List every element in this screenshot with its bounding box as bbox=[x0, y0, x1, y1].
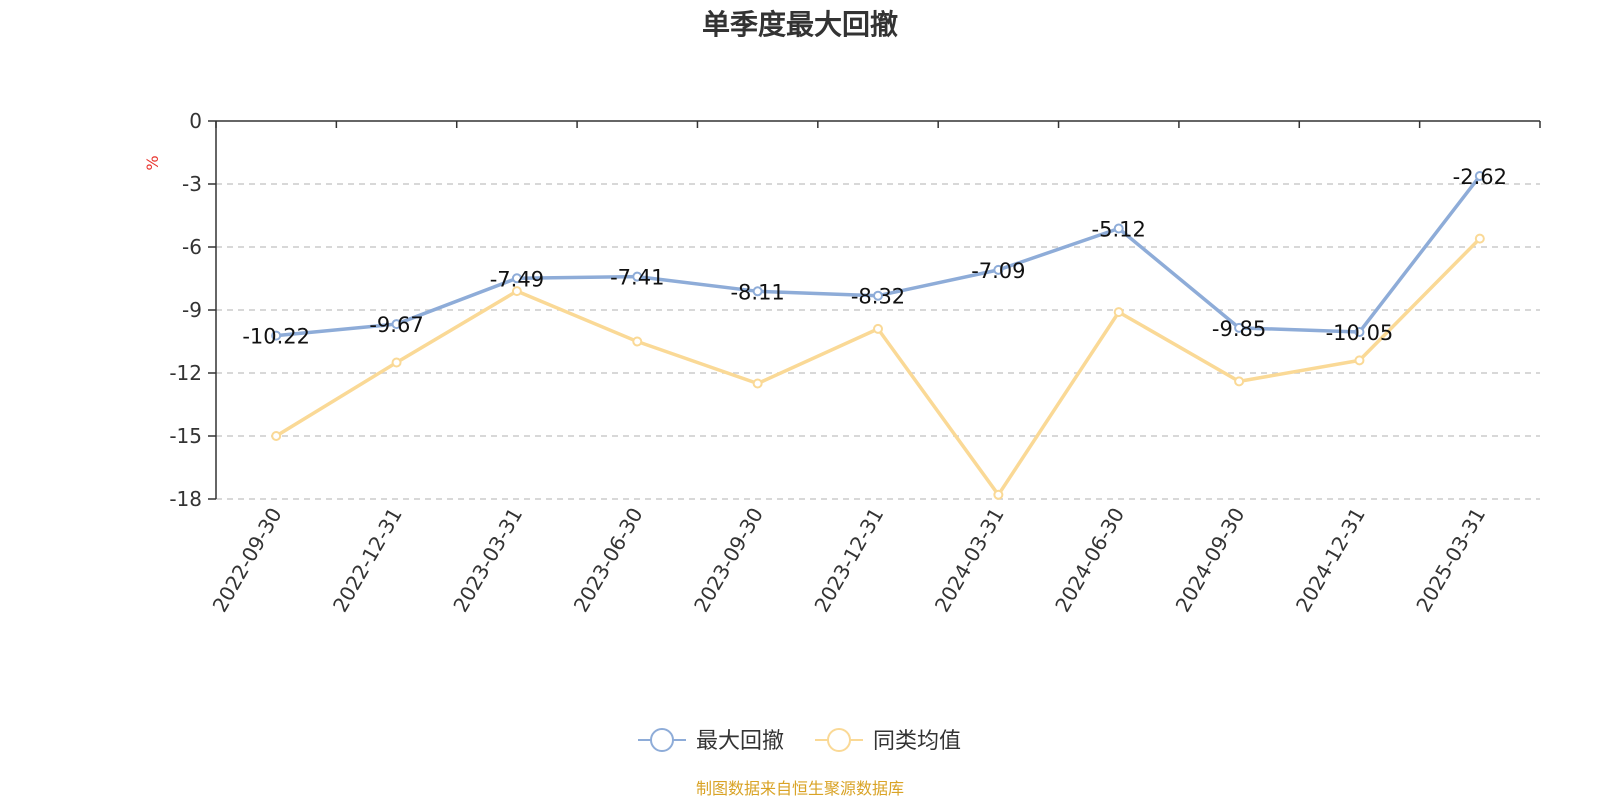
data-point[interactable] bbox=[1234, 322, 1245, 333]
x-tick-label: 2024-03-31 bbox=[930, 504, 1009, 617]
x-tick-label: 2022-12-31 bbox=[328, 503, 407, 616]
data-point[interactable] bbox=[271, 330, 282, 341]
data-point[interactable] bbox=[1113, 223, 1124, 234]
data-point[interactable] bbox=[1354, 327, 1365, 338]
data-label: -9.67 bbox=[369, 313, 423, 337]
data-label: -5.12 bbox=[1092, 218, 1146, 242]
data-point[interactable] bbox=[993, 489, 1004, 500]
data-label: -2.62 bbox=[1453, 165, 1507, 189]
legend[interactable]: 最大回撤 同类均值 bbox=[638, 728, 961, 754]
x-tick-label: 2025-03-31 bbox=[1411, 504, 1490, 617]
y-tick-label: -18 bbox=[169, 487, 202, 511]
data-point[interactable] bbox=[271, 431, 282, 441]
x-tick-label: 2023-06-30 bbox=[569, 504, 648, 617]
series-1 bbox=[271, 171, 1485, 341]
y-tick-label: -15 bbox=[169, 424, 202, 448]
legend-label: 同类均值 bbox=[873, 729, 961, 754]
data-point[interactable] bbox=[391, 357, 402, 368]
data-label: -7.49 bbox=[490, 267, 544, 291]
chart-title: 单季度最大回撤 bbox=[702, 8, 898, 41]
data-label: -7.09 bbox=[971, 259, 1025, 283]
series-line bbox=[276, 174, 1482, 338]
series-lines bbox=[271, 171, 1485, 500]
data-point[interactable] bbox=[752, 378, 763, 389]
data-point[interactable] bbox=[1474, 233, 1485, 244]
y-axis-unit-label: % bbox=[143, 155, 162, 170]
data-labels: -10.22 -9.67 -7.49 -7.41 -8.11 -8.32 -7.09 -5.1… bbox=[242, 165, 1507, 349]
y-tick-label: -12 bbox=[169, 361, 202, 385]
y-tick-label: 0 bbox=[189, 109, 202, 133]
legend-label: 最大回撤 bbox=[696, 729, 784, 754]
data-point[interactable] bbox=[1354, 355, 1365, 366]
data-point[interactable] bbox=[873, 323, 883, 334]
data-point[interactable] bbox=[993, 264, 1004, 275]
source-note: 制图数据来自恒生聚源数据库 bbox=[696, 779, 904, 798]
series-2 bbox=[271, 233, 1485, 500]
x-tick-label: 2024-06-30 bbox=[1050, 504, 1129, 617]
x-tick-label: 2022-09-30 bbox=[208, 504, 287, 617]
data-point[interactable] bbox=[1474, 171, 1485, 182]
y-tick-label: -9 bbox=[182, 298, 202, 322]
data-label: -10.22 bbox=[242, 325, 310, 349]
data-point[interactable] bbox=[632, 336, 643, 347]
data-point[interactable] bbox=[1113, 307, 1124, 318]
legend-item[interactable]: 最大回撤 bbox=[638, 728, 784, 754]
x-tick-label: 2023-09-30 bbox=[689, 504, 768, 617]
data-point[interactable] bbox=[391, 319, 402, 330]
data-label: -8.32 bbox=[851, 285, 905, 309]
x-tick-label: 2024-09-30 bbox=[1171, 504, 1250, 617]
y-tick-label: -6 bbox=[182, 235, 202, 259]
x-tick-label: 2023-12-31 bbox=[809, 504, 888, 617]
data-point[interactable] bbox=[1234, 376, 1245, 387]
data-point[interactable] bbox=[873, 290, 883, 301]
x-tick-label: 2024-12-31 bbox=[1291, 504, 1370, 617]
y-tick-label: -3 bbox=[182, 172, 202, 196]
data-point[interactable] bbox=[511, 273, 522, 284]
legend-item[interactable]: 同类均值 bbox=[815, 728, 961, 754]
legend-marker bbox=[650, 728, 674, 752]
data-label: -9.85 bbox=[1212, 317, 1266, 341]
data-label: -8.11 bbox=[730, 280, 784, 304]
data-point[interactable] bbox=[632, 271, 643, 282]
x-tick-label: 2023-03-31 bbox=[448, 504, 527, 617]
data-label: -10.05 bbox=[1326, 321, 1394, 345]
legend-marker bbox=[827, 728, 851, 752]
series-line bbox=[275, 237, 1482, 497]
data-point[interactable] bbox=[752, 286, 763, 297]
data-label: -7.41 bbox=[610, 266, 664, 290]
data-point[interactable] bbox=[511, 286, 522, 297]
